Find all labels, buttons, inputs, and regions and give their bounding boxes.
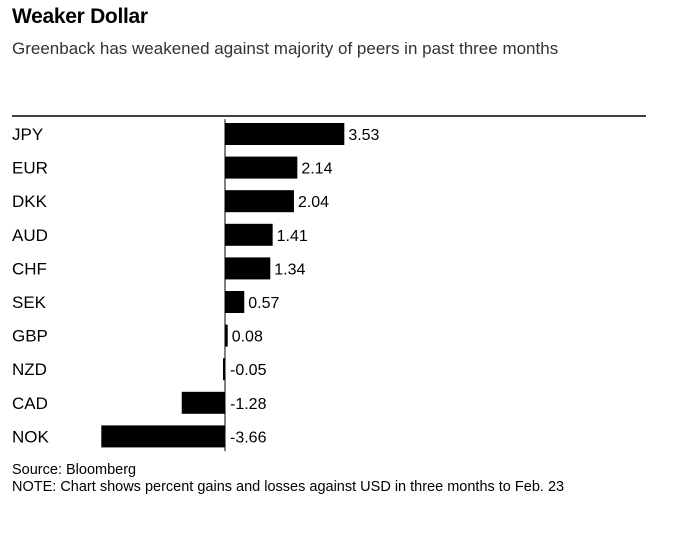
value-label: 0.08 [232, 329, 263, 346]
bar-eur [225, 156, 298, 179]
chart-title: Weaker Dollar [12, 5, 148, 28]
category-label: SEK [12, 293, 47, 312]
source-note: Source: Bloomberg [12, 462, 137, 478]
bar-sek [225, 291, 245, 313]
bar-chf [225, 257, 271, 280]
category-label: CHF [12, 259, 47, 278]
value-label: 2.04 [298, 194, 329, 211]
bar-nzd [223, 358, 225, 381]
bar-dkk [225, 190, 294, 213]
value-label: 3.53 [348, 127, 379, 144]
category-label: JPY [12, 125, 43, 144]
value-label: 1.34 [274, 261, 305, 278]
bar-aud [225, 223, 273, 246]
category-label: NZD [12, 360, 47, 379]
value-label: -0.05 [230, 362, 267, 379]
value-label: -3.66 [230, 429, 267, 446]
category-label: EUR [12, 159, 48, 178]
category-label: CAD [12, 394, 48, 413]
category-label: GBP [12, 327, 48, 346]
category-label: AUD [12, 226, 48, 245]
value-label: 1.41 [277, 228, 308, 245]
chart-footer: Source: Bloomberg NOTE: Chart shows perc… [12, 462, 672, 496]
bar-nok [101, 425, 225, 448]
methodology-note: NOTE: Chart shows percent gains and loss… [12, 479, 565, 495]
value-label: 2.14 [301, 161, 332, 178]
category-label: DKK [12, 192, 48, 211]
chart-subtitle: Greenback has weakened against majority … [12, 39, 559, 58]
bar-cad [181, 391, 225, 414]
value-label: 0.57 [248, 295, 279, 312]
value-label: -1.28 [230, 396, 267, 413]
bar-jpy [225, 123, 345, 145]
bar-gbp [225, 324, 228, 347]
category-label: NOK [12, 427, 50, 446]
